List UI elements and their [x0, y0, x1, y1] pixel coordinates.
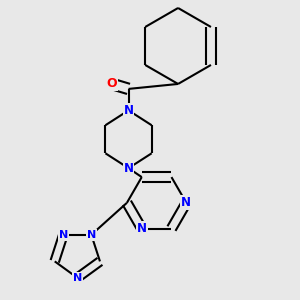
Text: N: N — [87, 230, 96, 240]
Text: N: N — [59, 230, 68, 240]
Text: N: N — [73, 273, 82, 283]
Text: N: N — [137, 222, 147, 235]
Text: O: O — [107, 77, 117, 91]
Text: N: N — [124, 104, 134, 117]
Text: N: N — [124, 162, 134, 175]
Text: N: N — [181, 196, 191, 209]
